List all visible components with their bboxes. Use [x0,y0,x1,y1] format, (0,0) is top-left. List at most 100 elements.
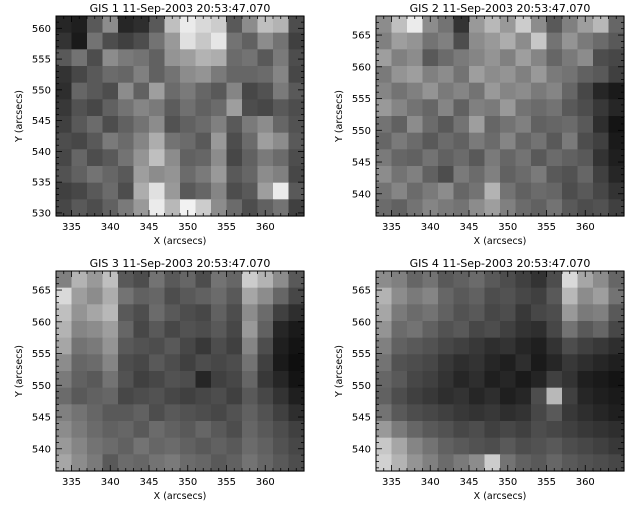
heatmap-cell [195,371,212,389]
heatmap-cell [469,149,486,167]
heatmap-cell [469,337,486,355]
heatmap-cell [593,421,610,439]
heatmap-cell [102,116,119,134]
heatmap-cell [438,354,455,372]
heatmap-cell [546,66,563,84]
heatmap-cell [242,116,259,134]
y-tick-label: 540 [32,444,51,455]
heatmap-cell [376,32,393,50]
x-tick-label: 360 [256,477,275,488]
heatmap-cell [133,437,150,455]
heatmap-cell [407,321,424,339]
heatmap-cell [71,149,88,167]
heatmap-cell [288,437,305,455]
heatmap-cell [56,304,73,322]
heatmap-cell [102,371,119,389]
heatmap-cell [102,199,119,217]
heatmap-cell [242,337,259,355]
heatmap-cell [531,421,548,439]
heatmap-cell [515,354,532,372]
heatmap-cell [56,16,73,34]
heatmap-cell [608,16,625,34]
heatmap-cell [133,337,150,355]
heatmap-cell [453,404,470,422]
heatmap-cell [484,16,501,34]
heatmap-cell [164,371,181,389]
heatmap-cell [593,166,610,184]
heatmap-cell [87,116,104,134]
heatmap-cell [469,99,486,117]
heatmap-cell [102,387,119,405]
heatmap-cell [407,149,424,167]
heatmap-cell [164,304,181,322]
heatmap-cell [422,321,439,339]
heatmap-cell [531,16,548,34]
heatmap-cell [376,166,393,184]
heatmap-cell [593,437,610,455]
heatmap-cell [118,321,135,339]
y-tick-label: 535 [32,178,51,189]
heatmap-cell [102,66,119,84]
heatmap-cell [102,32,119,50]
heatmap-cell [56,116,73,134]
heatmap-cell [102,337,119,355]
heatmap-cell [608,454,625,472]
heatmap-cell [133,16,150,34]
heatmap-cell [242,371,259,389]
heatmap-cell [133,371,150,389]
heatmap-cell [531,387,548,405]
heatmap-cell [87,437,104,455]
heatmap-cell [438,82,455,100]
heatmap-cell [469,166,486,184]
heatmap-cell [484,271,501,289]
heatmap-cell [257,354,274,372]
heatmap-cell [118,199,135,217]
heatmap-cell [87,337,104,355]
heatmap-cell [133,271,150,289]
heatmap-cell [273,182,290,200]
heatmap-cell [407,454,424,472]
heatmap-cell [608,437,625,455]
heatmap-cell [56,82,73,100]
heatmap-cell [577,199,594,217]
heatmap-cell [102,271,119,289]
heatmap-cell [453,16,470,34]
y-axis-label: Y (arcsecs) [334,345,345,398]
heatmap-cell [87,149,104,167]
y-tick-label: 555 [352,349,371,360]
heatmap-cell [515,321,532,339]
heatmap-cell [118,454,135,472]
heatmap-cell [515,287,532,305]
heatmap-cell [133,99,150,117]
heatmap-cell [71,166,88,184]
heatmap-cell [71,371,88,389]
heatmap-cell [71,437,88,455]
heatmap-cell [273,387,290,405]
heatmap-cell [71,404,88,422]
heatmap-cell [500,49,517,67]
heatmap-cell [438,404,455,422]
heatmap-cell [226,437,243,455]
heatmap-cell [102,132,119,150]
heatmap-cell [257,182,274,200]
heatmap-cell [562,66,579,84]
heatmap-cell [469,321,486,339]
heatmap-panel-4: 335 340 345 350 355 360 540 545 550 555 560 565 GIS … [320,255,632,513]
heatmap-cell [273,132,290,150]
heatmap-cell [257,199,274,217]
heatmap-cell [118,304,135,322]
heatmap-cell [226,387,243,405]
heatmap-cell [500,166,517,184]
heatmap-cell [180,32,197,50]
heatmap-cell [438,32,455,50]
heatmap-cell [593,199,610,217]
heatmap-cell [118,116,135,134]
heatmap-cell [500,182,517,200]
heatmap-cell [257,16,274,34]
heatmap-cell [593,371,610,389]
heatmap-cell [195,66,212,84]
heatmap-cell [71,199,88,217]
heatmap-cell [242,49,259,67]
heatmap-cell [273,66,290,84]
heatmap-cell [149,304,166,322]
